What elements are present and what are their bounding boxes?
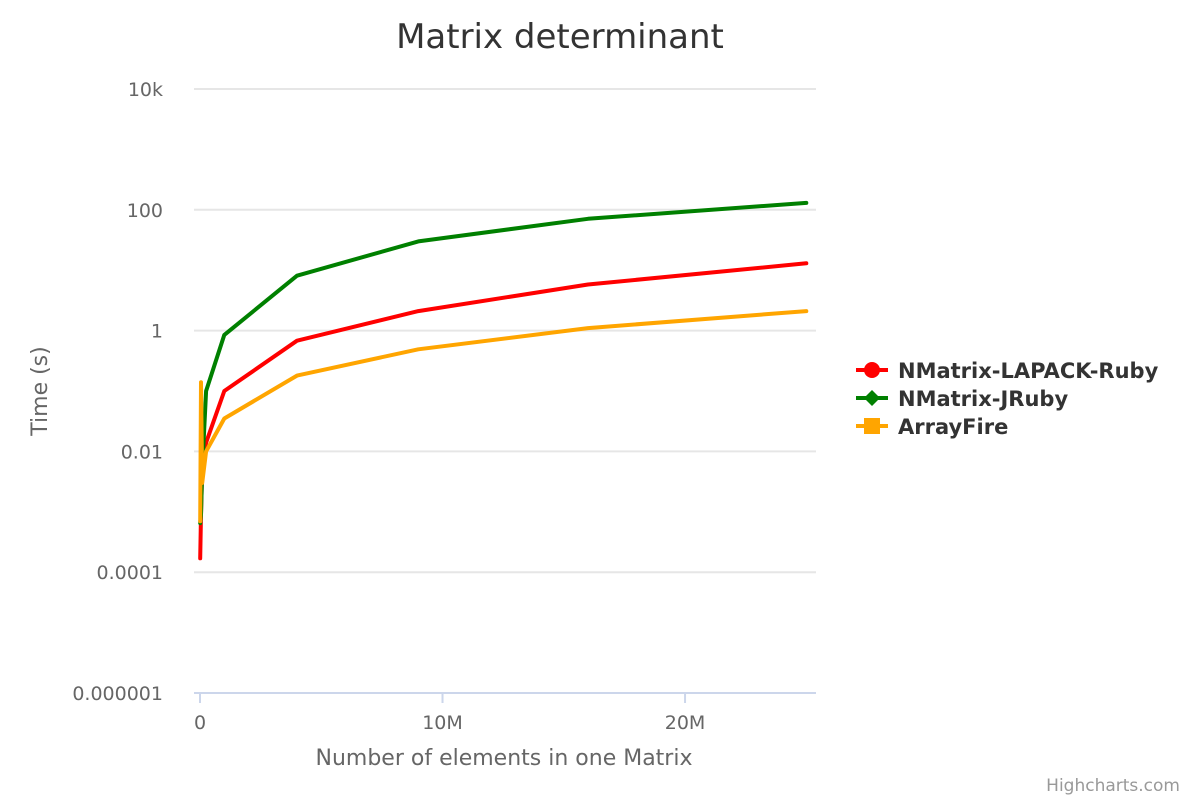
series-line-1[interactable] (198, 200, 809, 526)
legend-item[interactable]: NMatrix-LAPACK-Ruby (856, 359, 1159, 383)
legend-label: NMatrix-JRuby (898, 387, 1068, 411)
series-line-2[interactable] (198, 309, 809, 524)
legend-item[interactable]: ArrayFire (856, 415, 1008, 439)
y-axis-ticks: 0.000001 0.0001 0.01 1 100 10k (72, 79, 163, 705)
series-line-0[interactable] (198, 261, 809, 561)
legend-item[interactable]: NMatrix-JRuby (856, 387, 1068, 411)
credits-text[interactable]: Highcharts.com (1046, 776, 1180, 796)
grid (194, 88, 816, 574)
y-axis-title: Time (s) (28, 346, 53, 436)
y-tick-label: 0.000001 (72, 683, 163, 705)
legend-label: ArrayFire (898, 415, 1008, 439)
circle-marker-icon (864, 362, 880, 378)
series-lines (198, 200, 809, 561)
y-tick-label: 10k (128, 79, 163, 101)
legend: NMatrix-LAPACK-Ruby NMatrix-JRuby ArrayFir… (856, 359, 1159, 439)
y-tick-label: 0.01 (121, 441, 163, 463)
x-tick-label: 10M (422, 712, 463, 734)
y-tick-label: 1 (151, 321, 163, 343)
chart-title: Matrix determinant (396, 17, 724, 57)
square-marker-icon (864, 418, 880, 434)
x-tick-label: 20M (665, 712, 706, 734)
y-tick-label: 0.0001 (97, 562, 163, 584)
diamond-marker-icon (864, 390, 880, 406)
x-axis-title: Number of elements in one Matrix (316, 746, 693, 771)
x-axis-ticks: 0 10M 20M (194, 693, 705, 734)
y-tick-label: 100 (127, 200, 163, 222)
x-tick-label: 0 (194, 712, 206, 734)
legend-label: NMatrix-LAPACK-Ruby (898, 359, 1159, 383)
